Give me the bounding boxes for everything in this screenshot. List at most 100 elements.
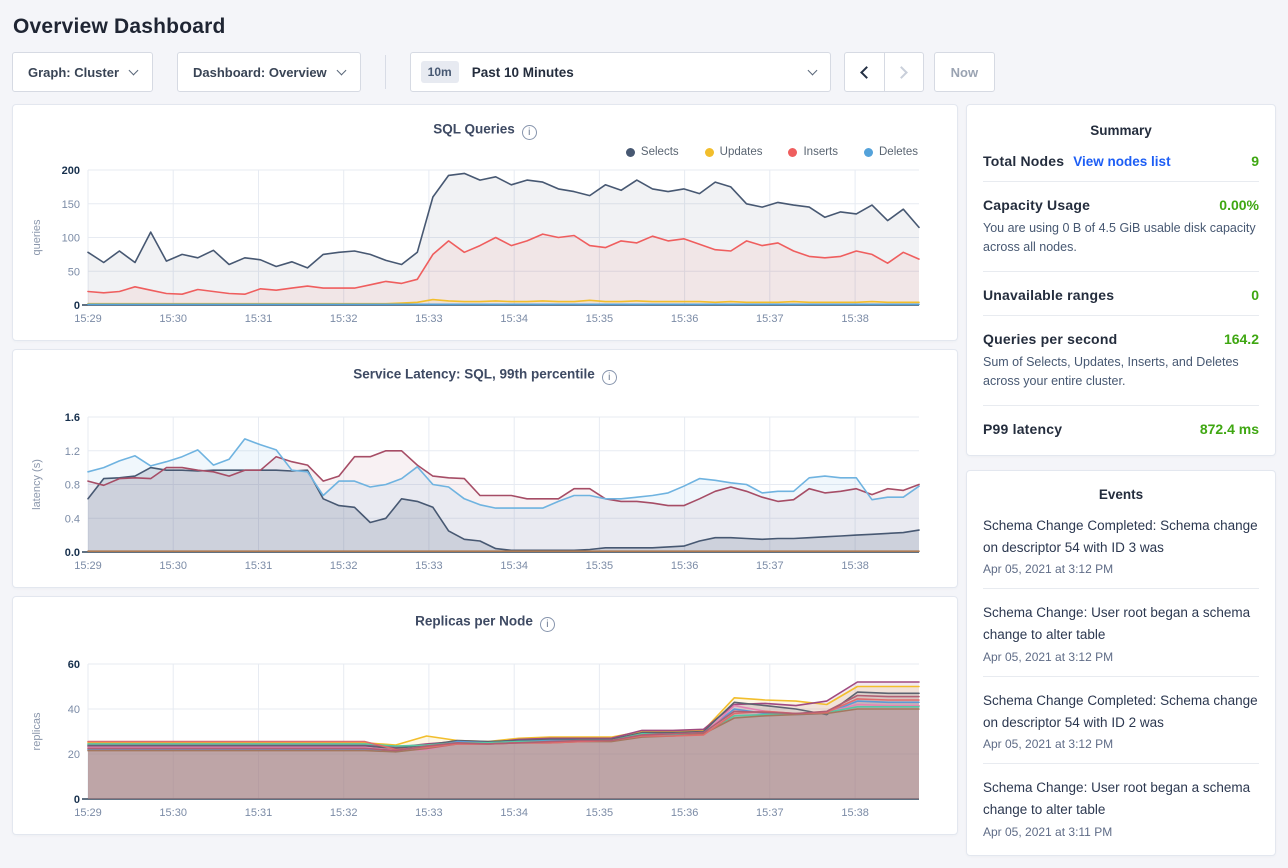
charts-column: SQL Queries i Selects Updates Inserts Del…: [12, 104, 958, 843]
event-text: Schema Change Completed: Schema change o…: [983, 517, 1258, 555]
total-nodes-row: Total Nodes View nodes list 9: [983, 138, 1259, 181]
replicas-per-node-chart[interactable]: 15:29 15:30 15:31 15:32 15:33 15:34 15:35 15:36…: [26, 656, 944, 828]
chart-title: SQL Queries: [433, 121, 515, 137]
svg-text:15:32: 15:32: [330, 560, 358, 572]
svg-text:15:35: 15:35: [586, 313, 614, 325]
total-nodes-value: 9: [1251, 153, 1259, 169]
p99-latency-value: 872.4 ms: [1199, 420, 1259, 437]
sql-queries-chart[interactable]: 15:29 15:30 15:31 15:32 15:33 15:34 15:35 15:36…: [26, 162, 944, 334]
dashboard-dropdown[interactable]: Dashboard: Overview: [177, 52, 361, 92]
p99-latency-label: P99 latency: [983, 420, 1063, 437]
capacity-usage-row: Capacity Usage 0.00%: [983, 182, 1259, 225]
unavailable-ranges-label: Unavailable ranges: [983, 286, 1115, 303]
svg-text:150: 150: [62, 199, 80, 211]
event-text: Schema Change: User root began a schema …: [983, 780, 1251, 818]
summary-panel: Summary Total Nodes View nodes list 9 Ca…: [966, 104, 1276, 456]
svg-text:0: 0: [74, 794, 80, 806]
chevron-down-icon: [336, 65, 347, 75]
now-button[interactable]: Now: [933, 52, 996, 92]
chevron-left-icon: [859, 65, 873, 79]
svg-text:60: 60: [68, 659, 80, 671]
toolbar: Graph: Cluster Dashboard: Overview 10m P…: [12, 52, 1276, 92]
view-nodes-list-link[interactable]: View nodes list: [1073, 154, 1171, 169]
legend-dot: [864, 147, 873, 157]
dashboard-dropdown-label: Dashboard: Overview: [193, 64, 327, 80]
info-icon[interactable]: i: [601, 370, 617, 385]
legend-dot: [788, 147, 798, 157]
chart-title: Replicas per Node: [415, 613, 533, 629]
chevron-down-icon: [128, 65, 139, 75]
svg-text:0.0: 0.0: [65, 547, 80, 559]
queries-per-second-description: Sum of Selects, Updates, Inserts, and De…: [983, 354, 1239, 389]
info-icon[interactable]: i: [539, 617, 555, 632]
svg-text:15:35: 15:35: [586, 807, 614, 819]
legend-label: Updates: [719, 146, 763, 158]
svg-text:15:36: 15:36: [671, 313, 699, 325]
svg-text:100: 100: [62, 233, 80, 245]
graph-dropdown[interactable]: Graph: Cluster: [12, 52, 154, 92]
svg-text:queries: queries: [31, 219, 43, 256]
toolbar-divider: [384, 55, 386, 89]
event-item: Schema Change Completed: Schema change o…: [983, 677, 1259, 765]
svg-text:15:37: 15:37: [756, 313, 784, 325]
event-timestamp: Apr 05, 2021 at 3:12 PM: [983, 562, 1114, 577]
event-timestamp: Apr 05, 2021 at 3:11 PM: [983, 824, 1113, 839]
event-text: Schema Change: User root began a schema …: [983, 605, 1251, 643]
legend-item-selects: Selects: [625, 146, 679, 158]
unavailable-ranges-value: 0: [1251, 286, 1259, 303]
time-range-selector[interactable]: 10m Past 10 Minutes: [409, 52, 831, 92]
svg-text:15:31: 15:31: [245, 560, 273, 572]
summary-title: Summary: [1090, 123, 1152, 138]
svg-text:15:35: 15:35: [586, 560, 614, 572]
svg-text:1.2: 1.2: [65, 446, 80, 458]
event-item: Schema Change Completed: Schema change o…: [983, 502, 1259, 590]
svg-text:15:30: 15:30: [159, 807, 187, 819]
legend-label: Deletes: [879, 146, 918, 158]
svg-text:15:36: 15:36: [671, 560, 699, 572]
chevron-down-icon: [807, 65, 818, 75]
svg-text:15:30: 15:30: [159, 313, 187, 325]
events-title: Events: [1098, 486, 1144, 502]
next-time-button[interactable]: [883, 53, 923, 91]
svg-text:15:30: 15:30: [159, 560, 187, 572]
service-latency-panel: Service Latency: SQL, 99th percentile i 1…: [12, 349, 958, 588]
legend-item-deletes: Deletes: [864, 146, 918, 158]
sidebar: Summary Total Nodes View nodes list 9 Ca…: [966, 104, 1276, 856]
event-timestamp: Apr 05, 2021 at 3:12 PM: [983, 649, 1114, 664]
svg-text:1.6: 1.6: [65, 412, 80, 424]
info-icon[interactable]: i: [521, 125, 537, 140]
svg-text:15:32: 15:32: [330, 313, 358, 325]
graph-dropdown-label: Graph: Cluster: [28, 64, 120, 80]
svg-text:15:37: 15:37: [756, 807, 784, 819]
svg-text:15:29: 15:29: [74, 313, 102, 325]
capacity-usage-value: 0.00%: [1219, 197, 1259, 213]
queries-per-second-label: Queries per second: [983, 330, 1118, 347]
svg-text:15:33: 15:33: [415, 807, 443, 819]
svg-text:15:31: 15:31: [245, 313, 273, 325]
sql-queries-panel: SQL Queries i Selects Updates Inserts Del…: [12, 104, 958, 341]
legend-label: Selects: [640, 146, 679, 158]
svg-text:15:31: 15:31: [245, 807, 273, 819]
event-item: Schema Change: User root began a schema …: [983, 589, 1259, 677]
svg-text:latency (s): latency (s): [31, 459, 43, 510]
svg-text:15:34: 15:34: [500, 807, 528, 819]
unavailable-ranges-row: Unavailable ranges 0: [983, 272, 1259, 315]
time-range-badge: 10m: [420, 61, 459, 83]
page-title: Overview Dashboard: [13, 15, 226, 38]
total-nodes-label: Total Nodes: [983, 153, 1065, 169]
chart-title: Service Latency: SQL, 99th percentile: [353, 366, 595, 382]
event-item: Schema Change: User root began a schema …: [983, 764, 1259, 851]
replicas-per-node-panel: Replicas per Node i 15:29 15:30 15:31 15:32 1…: [12, 596, 958, 835]
svg-text:15:34: 15:34: [500, 313, 528, 325]
svg-text:0.4: 0.4: [65, 513, 80, 525]
svg-text:0.8: 0.8: [65, 480, 80, 492]
previous-time-button[interactable]: [845, 53, 884, 91]
capacity-usage-label: Capacity Usage: [983, 197, 1091, 213]
legend-label: Inserts: [803, 146, 838, 158]
svg-text:40: 40: [68, 704, 80, 716]
p99-latency-row: P99 latency 872.4 ms: [983, 406, 1259, 449]
svg-text:15:32: 15:32: [330, 807, 358, 819]
svg-text:50: 50: [68, 266, 80, 278]
service-latency-chart[interactable]: 15:29 15:30 15:31 15:32 15:33 15:34 15:35 15:36…: [26, 409, 944, 581]
svg-text:15:36: 15:36: [671, 807, 699, 819]
